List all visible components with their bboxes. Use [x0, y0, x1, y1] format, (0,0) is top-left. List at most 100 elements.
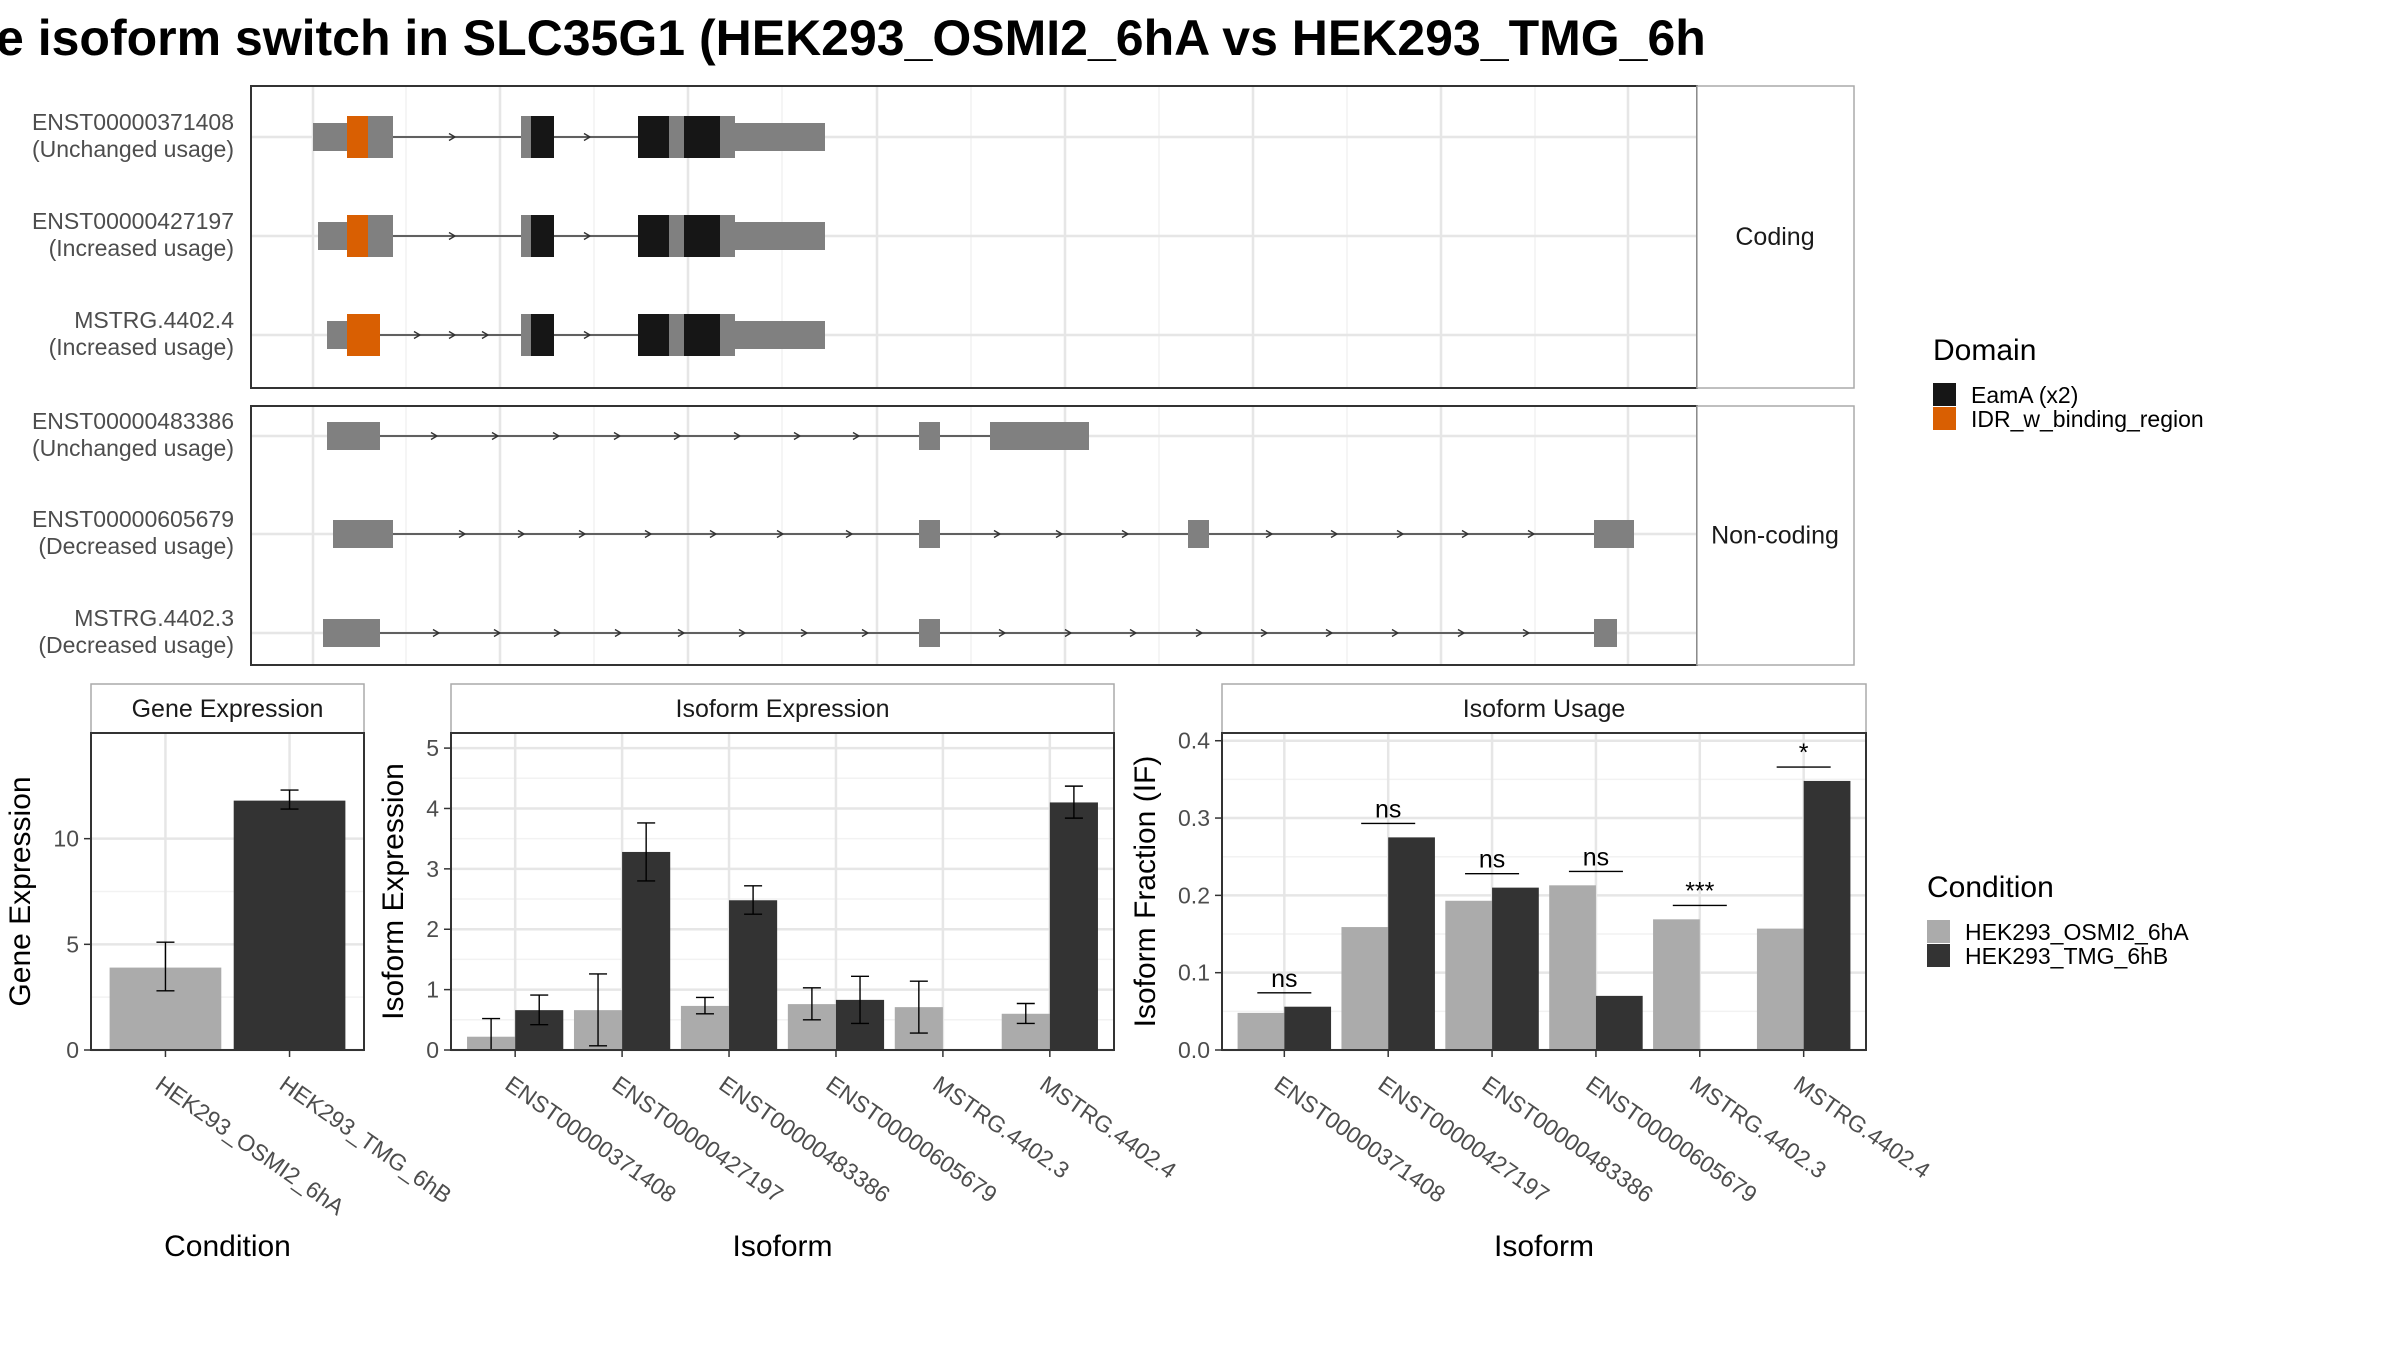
condition-legend-item-label: HEK293_TMG_6hB — [1965, 943, 2168, 969]
transcript-usage-label: (Decreased usage) — [38, 533, 234, 559]
intron-direction-arrow — [1396, 529, 1405, 539]
isoform-usage-ytick-label: 0.3 — [1178, 805, 1210, 831]
exon-block — [323, 619, 380, 647]
intron-direction-arrow — [845, 529, 854, 539]
gene-expression-strip-title: Gene Expression — [132, 695, 324, 723]
intron-direction-arrow — [613, 431, 622, 441]
isoform-usage-bar — [1237, 1012, 1285, 1050]
isoform-usage-y-axis-title: Isoform Fraction (IF) — [1129, 756, 1162, 1028]
isoform-usage-bar — [1284, 1006, 1332, 1050]
exon-block — [669, 116, 684, 158]
intron-direction-arrow — [481, 330, 490, 340]
exon-eama-domain — [638, 314, 669, 356]
exon-block — [720, 215, 735, 257]
gene-expression-bar — [233, 800, 346, 1050]
intron-direction-arrow — [583, 231, 592, 241]
isoform-usage-bar — [1595, 995, 1643, 1050]
exon-block — [1594, 520, 1634, 548]
exon-eama-domain — [684, 116, 720, 158]
isoform-expression-ytick-label: 0 — [426, 1037, 439, 1063]
intron-direction-arrow — [578, 529, 587, 539]
isoform-usage-bar — [1388, 837, 1435, 1050]
intron-direction-arrow — [993, 529, 1002, 539]
domain-legend-swatch — [1933, 383, 1956, 406]
condition-legend-swatch — [1927, 920, 1950, 943]
isoform-usage-strip-title: Isoform Usage — [1463, 695, 1626, 723]
isoform-usage-bar — [1445, 900, 1493, 1050]
gene-expression-panel-border — [90, 732, 365, 1051]
isoform-usage-ytick-label: 0.1 — [1178, 960, 1210, 986]
intron-direction-arrow — [1260, 628, 1269, 638]
isoform-expression-strip-title: Isoform Expression — [676, 695, 890, 723]
intron-direction-arrow — [552, 431, 561, 441]
exon-block — [735, 321, 825, 349]
exon-block — [521, 116, 531, 158]
isoform-usage-bar — [1803, 780, 1851, 1050]
exon-block — [919, 422, 940, 450]
transcript-id-label: ENST00000605679 — [32, 506, 234, 532]
isoform-expression-panel-border — [450, 732, 1115, 1051]
isoform-usage-significance-label: ns — [1479, 846, 1505, 874]
exon-idr-domain — [347, 116, 368, 158]
figure-title: e isoform switch in SLC35G1 (HEK293_OSMI… — [0, 10, 1706, 66]
domain-legend-swatch — [1933, 407, 1956, 430]
transcript-usage-label: (Increased usage) — [49, 334, 234, 360]
isoform-usage-ytick-label: 0.2 — [1178, 882, 1210, 908]
exon-block — [318, 222, 347, 250]
intron-direction-arrow — [1195, 628, 1204, 638]
intron-direction-arrow — [1391, 628, 1400, 638]
isoform-usage-strip — [1221, 683, 1867, 734]
isoform-usage-ytick-label: 0.4 — [1178, 728, 1210, 754]
isoform-usage-significance-label: ns — [1583, 843, 1609, 871]
intron-direction-arrow — [1527, 529, 1536, 539]
exon-block — [919, 619, 940, 647]
exon-block — [327, 321, 347, 349]
isoform-expression-bar — [729, 900, 778, 1050]
exon-block — [1188, 520, 1209, 548]
condition-legend-item-label: HEK293_OSMI2_6hA — [1965, 919, 2189, 945]
intron-direction-arrow — [432, 628, 441, 638]
exon-idr-domain — [347, 314, 380, 356]
intron-direction-arrow — [677, 628, 686, 638]
exon-block — [735, 222, 825, 250]
exon-block — [521, 215, 531, 257]
intron-direction-arrow — [413, 330, 422, 340]
domain-legend-title: Domain — [1933, 334, 2036, 367]
exon-eama-domain — [531, 215, 554, 257]
isoform-usage-significance-label: * — [1799, 739, 1809, 767]
exon-eama-domain — [684, 314, 720, 356]
noncoding-panel-bg — [251, 406, 1697, 665]
coding-strip-label: Coding — [1735, 223, 1814, 251]
isoform-usage-bar — [1341, 927, 1389, 1050]
intron-direction-arrow — [1522, 628, 1531, 638]
exon-block — [919, 520, 940, 548]
exon-block — [990, 422, 1089, 450]
isoform-usage-panel-border — [1221, 732, 1867, 1051]
exon-eama-domain — [684, 215, 720, 257]
isoform-usage-significance-label: *** — [1685, 877, 1714, 905]
domain-legend-item-label: IDR_w_binding_region — [1971, 406, 2204, 432]
intron-direction-arrow — [1457, 628, 1466, 638]
exon-eama-domain — [531, 116, 554, 158]
isoform-usage-significance-label: ns — [1375, 795, 1401, 823]
intron-direction-arrow — [583, 330, 592, 340]
intron-direction-arrow — [553, 628, 562, 638]
intron-direction-arrow — [709, 529, 718, 539]
isoform-expression-ytick-label: 1 — [426, 977, 439, 1003]
gene-expression-ytick-label: 5 — [66, 931, 79, 957]
gene-expression-ytick-label: 0 — [66, 1037, 79, 1063]
isoform-expression-bar — [1049, 802, 1098, 1050]
intron-direction-arrow — [517, 529, 526, 539]
intron-direction-arrow — [1055, 529, 1064, 539]
isoform-usage-bar — [1653, 919, 1700, 1050]
intron-direction-arrow — [852, 431, 861, 441]
isoform-usage-bar — [1492, 887, 1539, 1050]
intron-direction-arrow — [583, 132, 592, 142]
isoform-expression-ytick-label: 3 — [426, 856, 439, 882]
intron-direction-arrow — [448, 231, 457, 241]
isoform-usage-ytick-label: 0.0 — [1178, 1037, 1210, 1063]
exon-eama-domain — [638, 215, 669, 257]
intron-direction-arrow — [1330, 529, 1339, 539]
